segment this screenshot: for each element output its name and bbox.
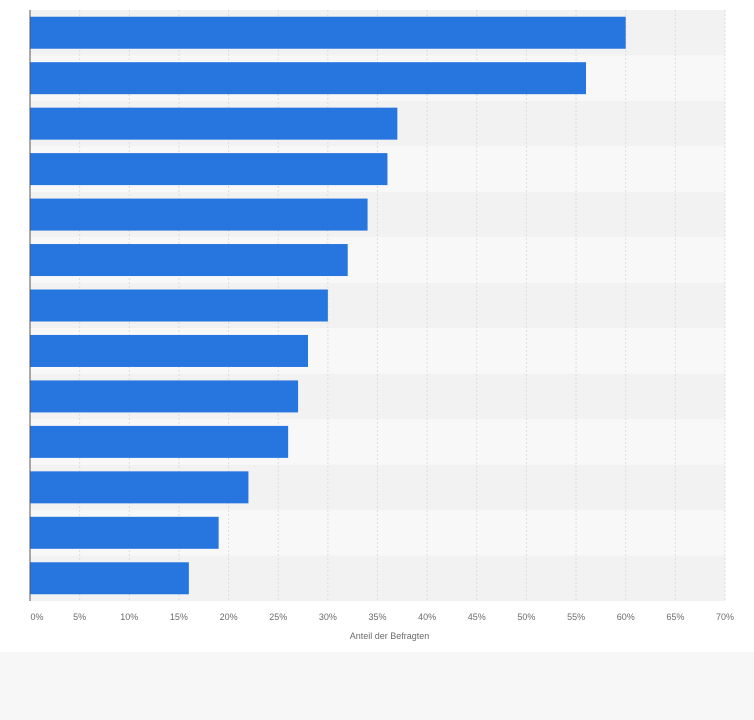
x-tick-label: 35%	[368, 612, 386, 622]
x-axis-title: Anteil der Befragten	[350, 631, 430, 641]
x-tick-label: 40%	[418, 612, 436, 622]
bar[interactable]	[30, 62, 586, 95]
x-tick-label: 55%	[567, 612, 585, 622]
bar[interactable]	[30, 198, 368, 231]
x-tick-label: 45%	[468, 612, 486, 622]
x-tick-label: 20%	[220, 612, 238, 622]
x-tick-label: 60%	[617, 612, 635, 622]
x-tick-label: 15%	[170, 612, 188, 622]
bar[interactable]	[30, 16, 626, 49]
x-tick-label: 0%	[30, 612, 43, 622]
x-tick-label: 50%	[517, 612, 535, 622]
bar[interactable]	[30, 107, 398, 140]
bar[interactable]	[30, 289, 328, 322]
x-axis-ticks: 0% 5% 10% 15% 20% 25% 30% 35% 40% 45% 50% 55% 60% 65%…	[30, 612, 734, 622]
x-tick-label: 65%	[666, 612, 684, 622]
bars	[30, 16, 626, 595]
bar-chart: 0% 5% 10% 15% 20% 25% 30% 35% 40% 45% 50% 55% 60% 65%…	[29, 10, 734, 641]
bar[interactable]	[30, 562, 189, 595]
footer-area	[0, 652, 754, 720]
bar[interactable]	[30, 153, 388, 186]
x-tick-label: 70%	[716, 612, 734, 622]
x-tick-label: 10%	[120, 612, 138, 622]
bar[interactable]	[30, 471, 249, 504]
bar[interactable]	[30, 334, 308, 367]
bar[interactable]	[30, 380, 299, 413]
x-tick-label: 5%	[73, 612, 86, 622]
x-tick-label: 30%	[319, 612, 337, 622]
bar[interactable]	[30, 516, 219, 549]
bar[interactable]	[30, 244, 348, 277]
bar[interactable]	[30, 425, 289, 458]
x-tick-label: 25%	[269, 612, 287, 622]
